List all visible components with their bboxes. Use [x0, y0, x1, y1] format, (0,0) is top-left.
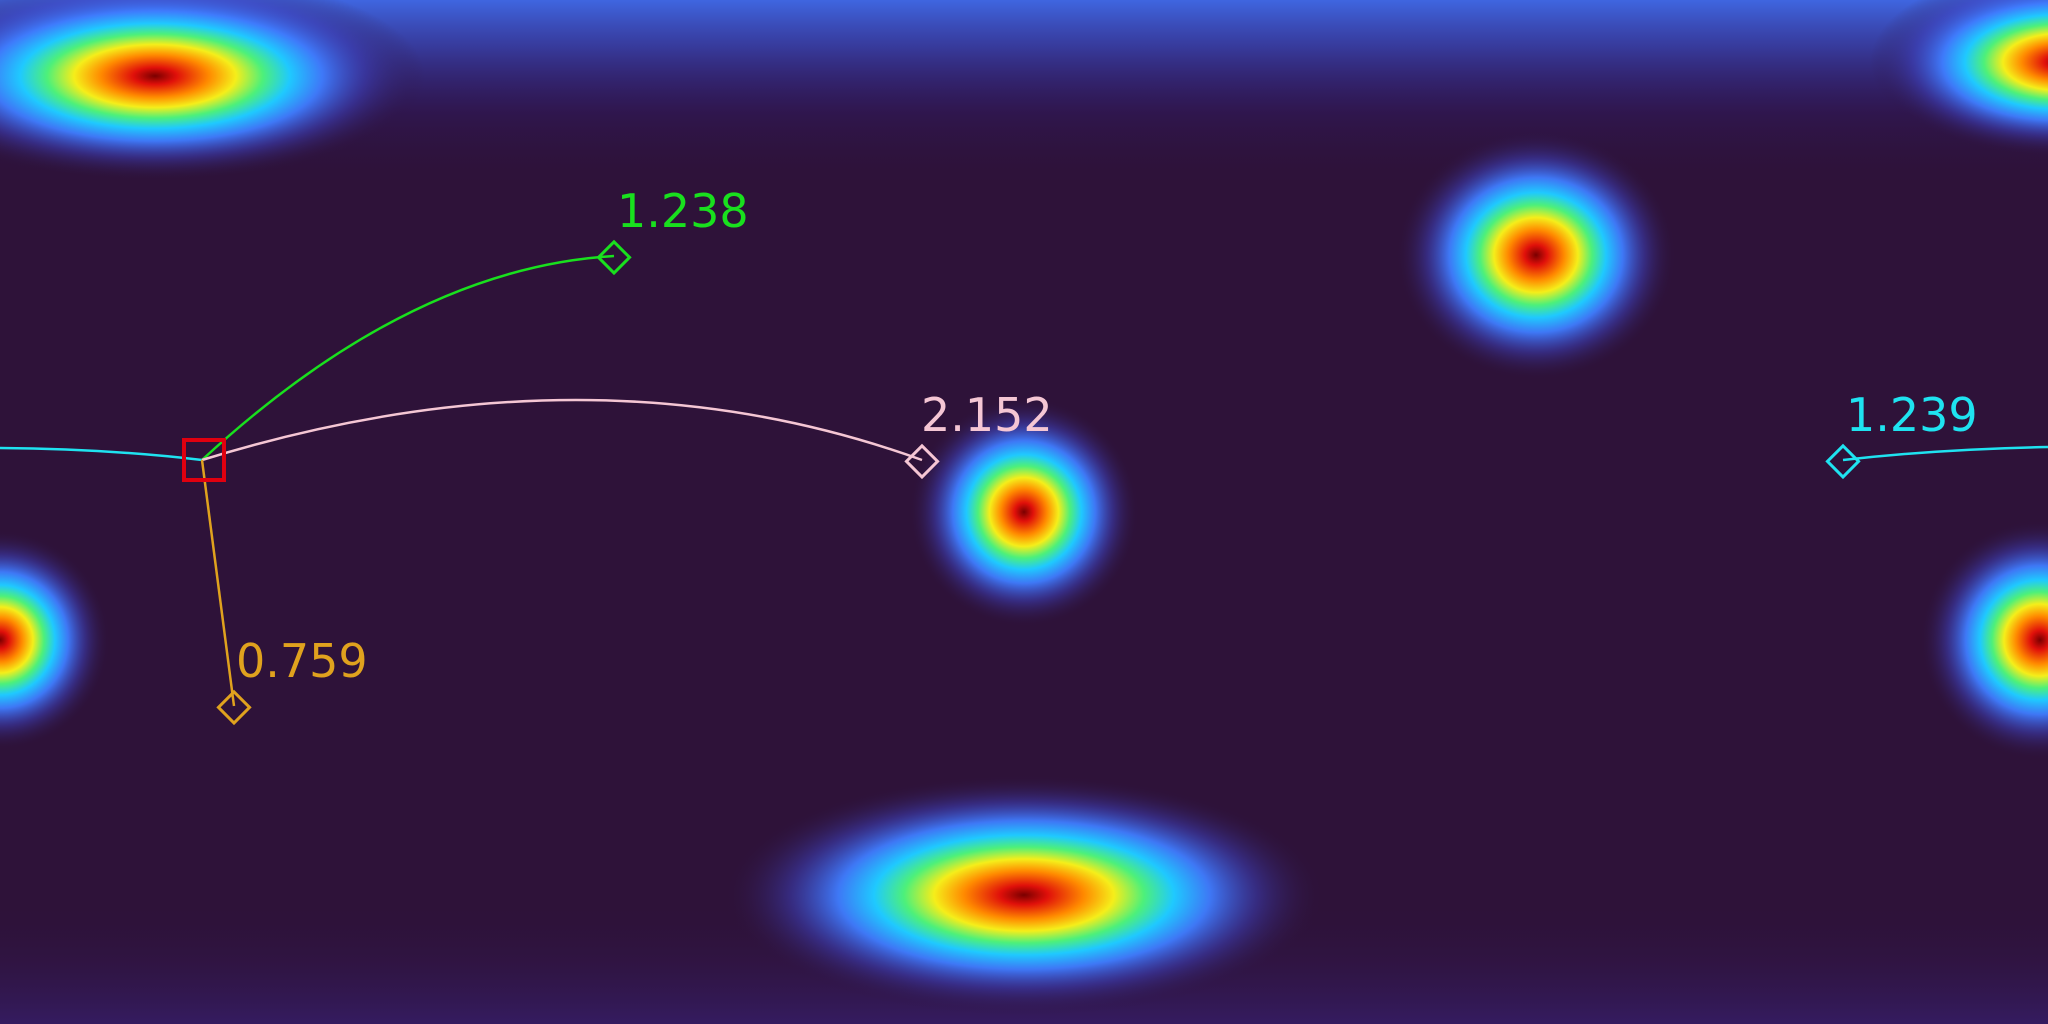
distance-label-green: 1.238 — [617, 184, 749, 238]
target-diamond-icon-green[interactable] — [596, 239, 632, 276]
heatmap-hotspot — [909, 397, 1139, 627]
heatmap-hotspot — [0, 0, 425, 181]
target-diamond-icon-cyan[interactable] — [1825, 443, 1861, 480]
distance-label-cyan: 1.239 — [1846, 388, 1978, 442]
target-diamond-icon-pink[interactable] — [904, 443, 940, 480]
reference-square-icon[interactable] — [182, 438, 226, 482]
heatmap-hotspot — [724, 775, 1324, 1015]
geodesic-path-green — [201, 254, 615, 461]
geodesic-path-cyan — [1842, 445, 2048, 462]
target-diamond-icon-orange[interactable] — [216, 689, 252, 726]
heatmap-hotspot — [1920, 520, 2048, 760]
geodesic-path-cyan — [0, 446, 203, 462]
heatmap-hotspot — [0, 530, 110, 750]
distance-label-orange: 0.759 — [236, 634, 368, 688]
heatmap-hotspot — [1870, 0, 2048, 157]
geodesic-path-pink — [201, 398, 923, 462]
heatmap-hotspot — [1396, 130, 1676, 380]
distance-label-pink: 2.152 — [921, 388, 1053, 442]
geodesic-path-orange — [200, 459, 236, 707]
